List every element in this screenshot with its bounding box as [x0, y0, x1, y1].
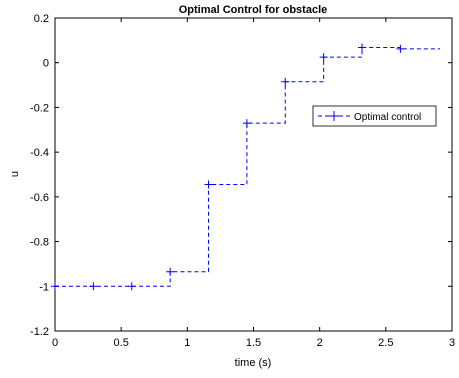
data-point-marker — [396, 44, 405, 53]
y-tick-label: -0.2 — [30, 102, 49, 114]
y-axis-label: u — [9, 171, 21, 177]
legend-label: Optimal control — [354, 112, 421, 123]
legend-box — [312, 105, 437, 127]
x-tick-label: 1.5 — [246, 337, 261, 349]
series-line — [55, 47, 441, 287]
y-tick-label: -1 — [39, 281, 49, 293]
data-point-marker — [242, 119, 251, 128]
x-tick-label: 1 — [184, 337, 190, 349]
y-tick-label: -0.6 — [30, 192, 49, 204]
data-point-marker — [51, 282, 59, 291]
y-tick-label: -0.4 — [30, 147, 49, 159]
chart-title: Optimal Control for obstacle — [179, 4, 328, 16]
data-point-marker — [166, 267, 175, 276]
x-tick-label: 3 — [449, 337, 455, 349]
data-point-marker — [127, 282, 136, 291]
x-tick-label: 0.5 — [114, 337, 129, 349]
x-axis: 0 0.5 1 1.5 2 2.5 3 — [52, 18, 455, 349]
series-layer — [51, 43, 441, 291]
y-tick-label: 0.2 — [34, 13, 49, 25]
plot-area — [54, 17, 453, 332]
y-axis: -1.2 -1 -0.8 -0.6 -0.4 -0.2 0 0.2 — [30, 13, 452, 338]
legend: Optimal control — [312, 105, 437, 127]
data-point-marker — [319, 53, 328, 62]
y-tick-label: -1.2 — [30, 326, 49, 338]
data-point-marker — [204, 180, 213, 189]
x-tick-label: 0 — [52, 337, 58, 349]
data-point-marker — [89, 282, 98, 291]
y-tick-label: 0 — [43, 58, 49, 70]
data-point-marker — [281, 77, 290, 86]
x-tick-label: 2 — [317, 337, 323, 349]
y-tick-label: -0.8 — [30, 237, 49, 249]
x-tick-label: 2.5 — [378, 337, 393, 349]
legend-marker — [329, 111, 339, 121]
data-point-marker — [358, 43, 367, 52]
x-axis-label: time (s) — [235, 357, 272, 369]
